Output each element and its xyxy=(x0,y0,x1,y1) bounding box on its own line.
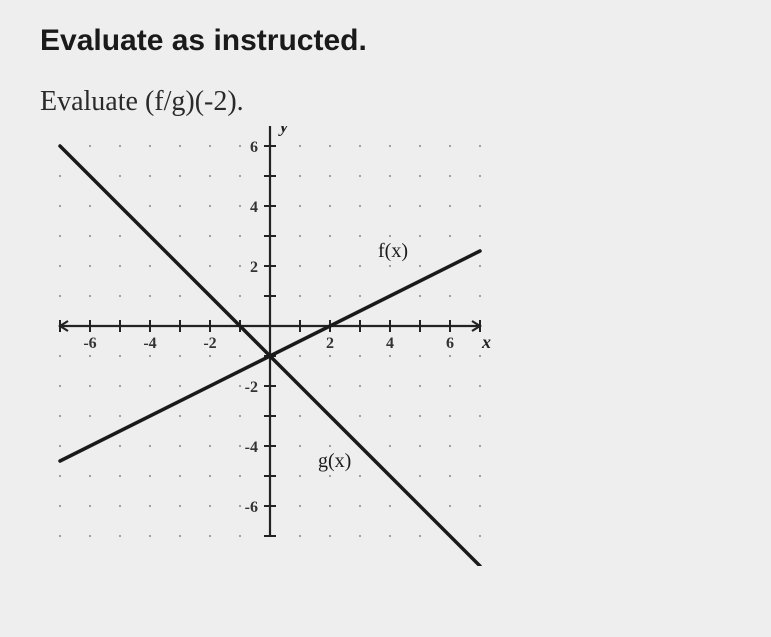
svg-text:x: x xyxy=(481,332,491,352)
svg-text:-6: -6 xyxy=(245,499,258,516)
svg-text:-4: -4 xyxy=(245,439,258,456)
svg-text:-2: -2 xyxy=(203,335,216,352)
svg-text:6: 6 xyxy=(446,335,454,352)
svg-text:-2: -2 xyxy=(245,379,258,396)
svg-text:-4: -4 xyxy=(143,335,156,352)
svg-text:2: 2 xyxy=(326,335,334,352)
svg-text:g(x): g(x) xyxy=(318,450,351,472)
chart-container: -6 -4 -2 2 4 6 6 4 2 -2 -4 -6 x y f(x) g(x) xyxy=(40,126,731,566)
page-title: Evaluate as instructed. xyxy=(40,24,731,58)
svg-text:4: 4 xyxy=(250,199,258,216)
question-text: Evaluate (f/g)(-2). xyxy=(40,86,731,118)
svg-text:y: y xyxy=(278,126,289,136)
coordinate-chart: -6 -4 -2 2 4 6 6 4 2 -2 -4 -6 x y f(x) g(x) xyxy=(40,126,500,566)
page: Evaluate as instructed. Evaluate (f/g)(-… xyxy=(0,0,771,637)
svg-text:2: 2 xyxy=(250,259,258,276)
svg-text:6: 6 xyxy=(250,139,258,156)
svg-text:f(x): f(x) xyxy=(378,240,408,262)
svg-text:4: 4 xyxy=(386,335,394,352)
svg-text:-6: -6 xyxy=(83,335,96,352)
